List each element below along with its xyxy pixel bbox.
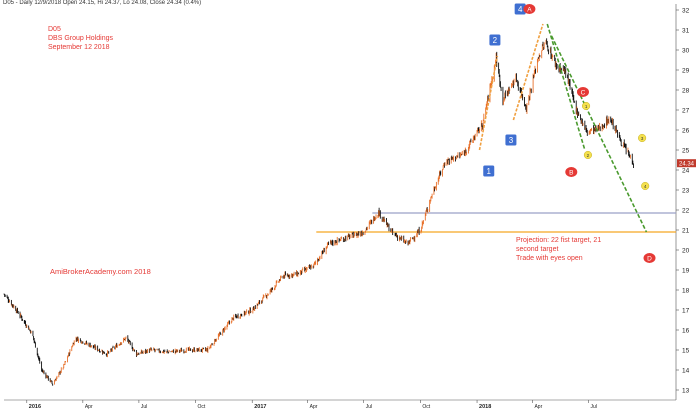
- y-tick-label: 22: [682, 207, 690, 214]
- x-tick-label: Jul: [591, 404, 597, 410]
- marker-circle: [565, 167, 578, 177]
- last-price-badge-text: 24.34: [679, 162, 695, 168]
- symbol-label: D05: [48, 26, 61, 33]
- y-tick-label: 25: [682, 147, 690, 154]
- marker-circle: [641, 181, 650, 190]
- marker-label: 3: [641, 136, 644, 141]
- projection-line-3: Trade with eyes open: [516, 255, 583, 262]
- x-tick-label: Oct: [422, 404, 430, 410]
- marker-circle: [576, 87, 589, 97]
- y-tick-label: 16: [682, 327, 690, 334]
- y-tick-label: 18: [682, 287, 690, 294]
- marker-label: C: [581, 89, 586, 96]
- x-tick-label: Apr: [534, 404, 542, 410]
- marker-box: [514, 3, 526, 15]
- marker-blue-3: 3: [505, 134, 517, 146]
- marker-box: [483, 165, 495, 177]
- marker-label: 4: [644, 184, 647, 189]
- marker-red-B: B: [565, 167, 578, 177]
- marker-circle: [643, 253, 656, 263]
- marker-yellow-1: 1: [582, 101, 591, 110]
- marker-label: A: [527, 6, 532, 13]
- marker-label: 2: [493, 36, 498, 45]
- x-tick-label: 2018: [479, 404, 491, 410]
- marker-red-A: A: [523, 4, 536, 14]
- watermark-text: AmiBrokerAcademy.com 2018: [50, 267, 151, 276]
- x-tick-label: Jul: [366, 404, 372, 410]
- y-tick-label: 20: [682, 247, 690, 254]
- chart-header: D05 - Daily 12/9/2018 Open 24.15, Hi 24.…: [3, 0, 202, 6]
- y-tick-label: 32: [682, 7, 690, 14]
- projection-line-2: second target: [516, 246, 559, 253]
- marker-red-D: D: [643, 253, 656, 263]
- marker-yellow-2: 2: [583, 150, 592, 159]
- orange-dash-2-trendline: [512, 23, 544, 121]
- marker-blue-2: 2: [489, 34, 501, 46]
- y-tick-label: 15: [682, 347, 690, 354]
- marker-label: 2: [587, 153, 590, 158]
- orange-dash-1-trendline: [478, 55, 499, 151]
- y-tick-label: 31: [682, 27, 690, 34]
- marker-circle: [638, 133, 647, 142]
- marker-blue-1: 1: [483, 165, 495, 177]
- marker-circle: [582, 101, 591, 110]
- y-tick-label: 30: [682, 47, 690, 54]
- y-tick-label: 13: [682, 387, 690, 394]
- marker-label: 1: [487, 167, 492, 176]
- x-tick-label: 2016: [29, 404, 41, 410]
- last-price-badge: [677, 159, 696, 168]
- marker-blue-4: 4: [514, 3, 526, 15]
- x-tick-label: Jul: [141, 404, 147, 410]
- marker-circle: [583, 150, 592, 159]
- x-tick-label: 2017: [254, 404, 266, 410]
- marker-label: 1: [585, 104, 588, 109]
- y-tick-label: 23: [682, 187, 690, 194]
- marker-yellow-3: 3: [638, 133, 647, 142]
- marker-label: B: [569, 169, 573, 176]
- company-label: DBS Group Holdings: [48, 35, 113, 42]
- marker-label: D: [647, 255, 652, 262]
- y-tick-label: 17: [682, 307, 690, 314]
- marker-yellow-4: 4: [641, 181, 650, 190]
- x-tick-label: Oct: [198, 404, 206, 410]
- marker-red-C: C: [576, 87, 589, 97]
- y-tick-label: 24: [682, 167, 690, 174]
- marker-box: [489, 34, 501, 46]
- marker-box: [505, 134, 517, 146]
- y-tick-label: 26: [682, 127, 690, 134]
- date-label: September 12 2018: [48, 44, 110, 51]
- y-tick-label: 19: [682, 267, 690, 274]
- y-tick-label: 27: [682, 107, 690, 114]
- y-tick-label: 21: [682, 227, 690, 234]
- x-tick-label: Apr: [85, 404, 93, 410]
- projection-line-1: Projection: 22 fist target, 21: [516, 237, 602, 244]
- marker-label: 4: [518, 5, 523, 14]
- y-tick-label: 28: [682, 87, 690, 94]
- x-tick-label: Apr: [310, 404, 318, 410]
- green-dash-2-trendline: [550, 35, 648, 233]
- y-tick-label: 14: [682, 367, 690, 374]
- marker-circle: [523, 4, 536, 14]
- marker-label: 3: [509, 136, 514, 145]
- green-dash-1-trendline: [546, 23, 586, 151]
- y-tick-label: 29: [682, 67, 690, 74]
